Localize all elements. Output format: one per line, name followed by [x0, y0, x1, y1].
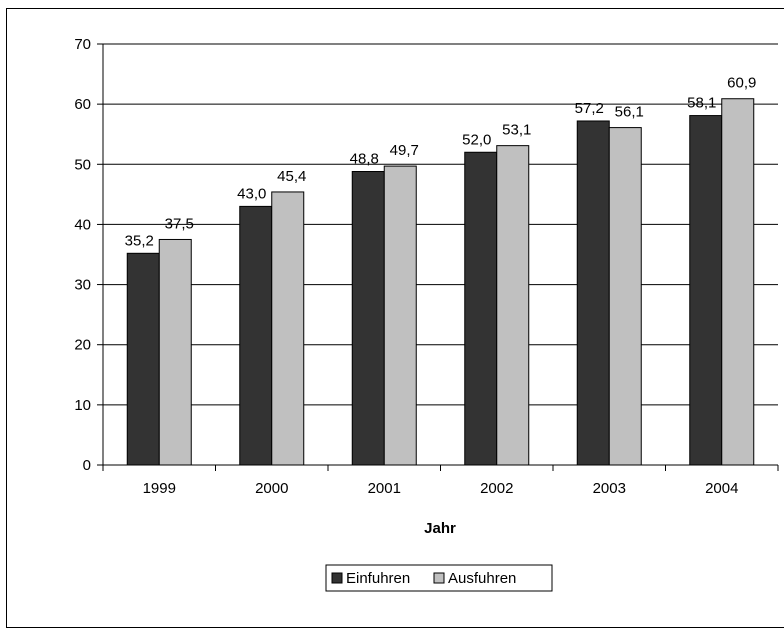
chart-frame: 0 10 20 30 40 50 60 70 1999 2000 2001 2002 2003 2004 … — [6, 8, 784, 628]
legend-swatch-einfuhren — [331, 572, 343, 584]
y-tick-label: 50 — [74, 156, 91, 173]
y-tick-label: 20 — [74, 337, 91, 354]
legend-label-einfuhren: Einfuhren — [346, 570, 410, 587]
x-tick-label: 2003 — [593, 480, 626, 497]
data-label: 48,8 — [350, 151, 379, 168]
legend-label-ausfuhren: Ausfuhren — [448, 570, 516, 587]
x-axis-title: Jahr — [424, 520, 456, 537]
y-tick-label: 60 — [74, 96, 91, 113]
data-label: 58,1 — [687, 95, 716, 112]
y-tick-label: 0 — [83, 457, 91, 474]
bar-einfuhren — [351, 171, 385, 466]
x-tick-label: 2004 — [705, 480, 738, 497]
data-label: 35,2 — [125, 232, 154, 249]
data-label: 43,0 — [237, 185, 266, 202]
data-label: 57,2 — [575, 100, 604, 117]
bars — [126, 98, 755, 466]
data-label: 53,1 — [502, 122, 531, 139]
data-label: 49,7 — [390, 142, 419, 159]
data-label: 56,1 — [615, 104, 644, 121]
x-tick-label: 1999 — [143, 480, 176, 497]
data-label: 52,0 — [462, 131, 491, 148]
y-tick-label: 30 — [74, 277, 91, 294]
bar-ausfuhren — [496, 145, 530, 466]
bar-einfuhren — [576, 120, 610, 466]
bar-ausfuhren — [608, 127, 642, 466]
axes: 0 10 20 30 40 50 60 70 1999 2000 2001 2002 2003 2004 — [74, 36, 779, 497]
bar-ausfuhren — [721, 98, 755, 466]
bar-einfuhren — [239, 205, 273, 466]
data-label: 37,5 — [165, 215, 194, 232]
y-tick-label: 40 — [74, 216, 91, 233]
data-label: 60,9 — [727, 75, 756, 92]
bar-ausfuhren — [383, 165, 417, 466]
bar-einfuhren — [464, 151, 498, 466]
y-tick-label: 70 — [74, 36, 91, 53]
data-labels: 35,2 37,5 43,0 45,4 48,8 49,7 52,0 53,1 57,2 56,1… — [125, 75, 757, 250]
y-tick-label: 10 — [74, 397, 91, 414]
gridlines — [103, 43, 778, 406]
bar-ausfuhren — [158, 238, 192, 466]
x-tick-label: 2002 — [480, 480, 513, 497]
bar-einfuhren — [689, 115, 723, 466]
legend-swatch-ausfuhren — [433, 572, 445, 584]
x-tick-label: 2000 — [255, 480, 288, 497]
x-tick-label: 2001 — [368, 480, 401, 497]
bar-einfuhren — [126, 252, 160, 466]
legend[interactable]: Einfuhren Ausfuhren — [325, 564, 553, 592]
data-label: 45,4 — [277, 168, 306, 185]
bar-ausfuhren — [271, 191, 305, 466]
